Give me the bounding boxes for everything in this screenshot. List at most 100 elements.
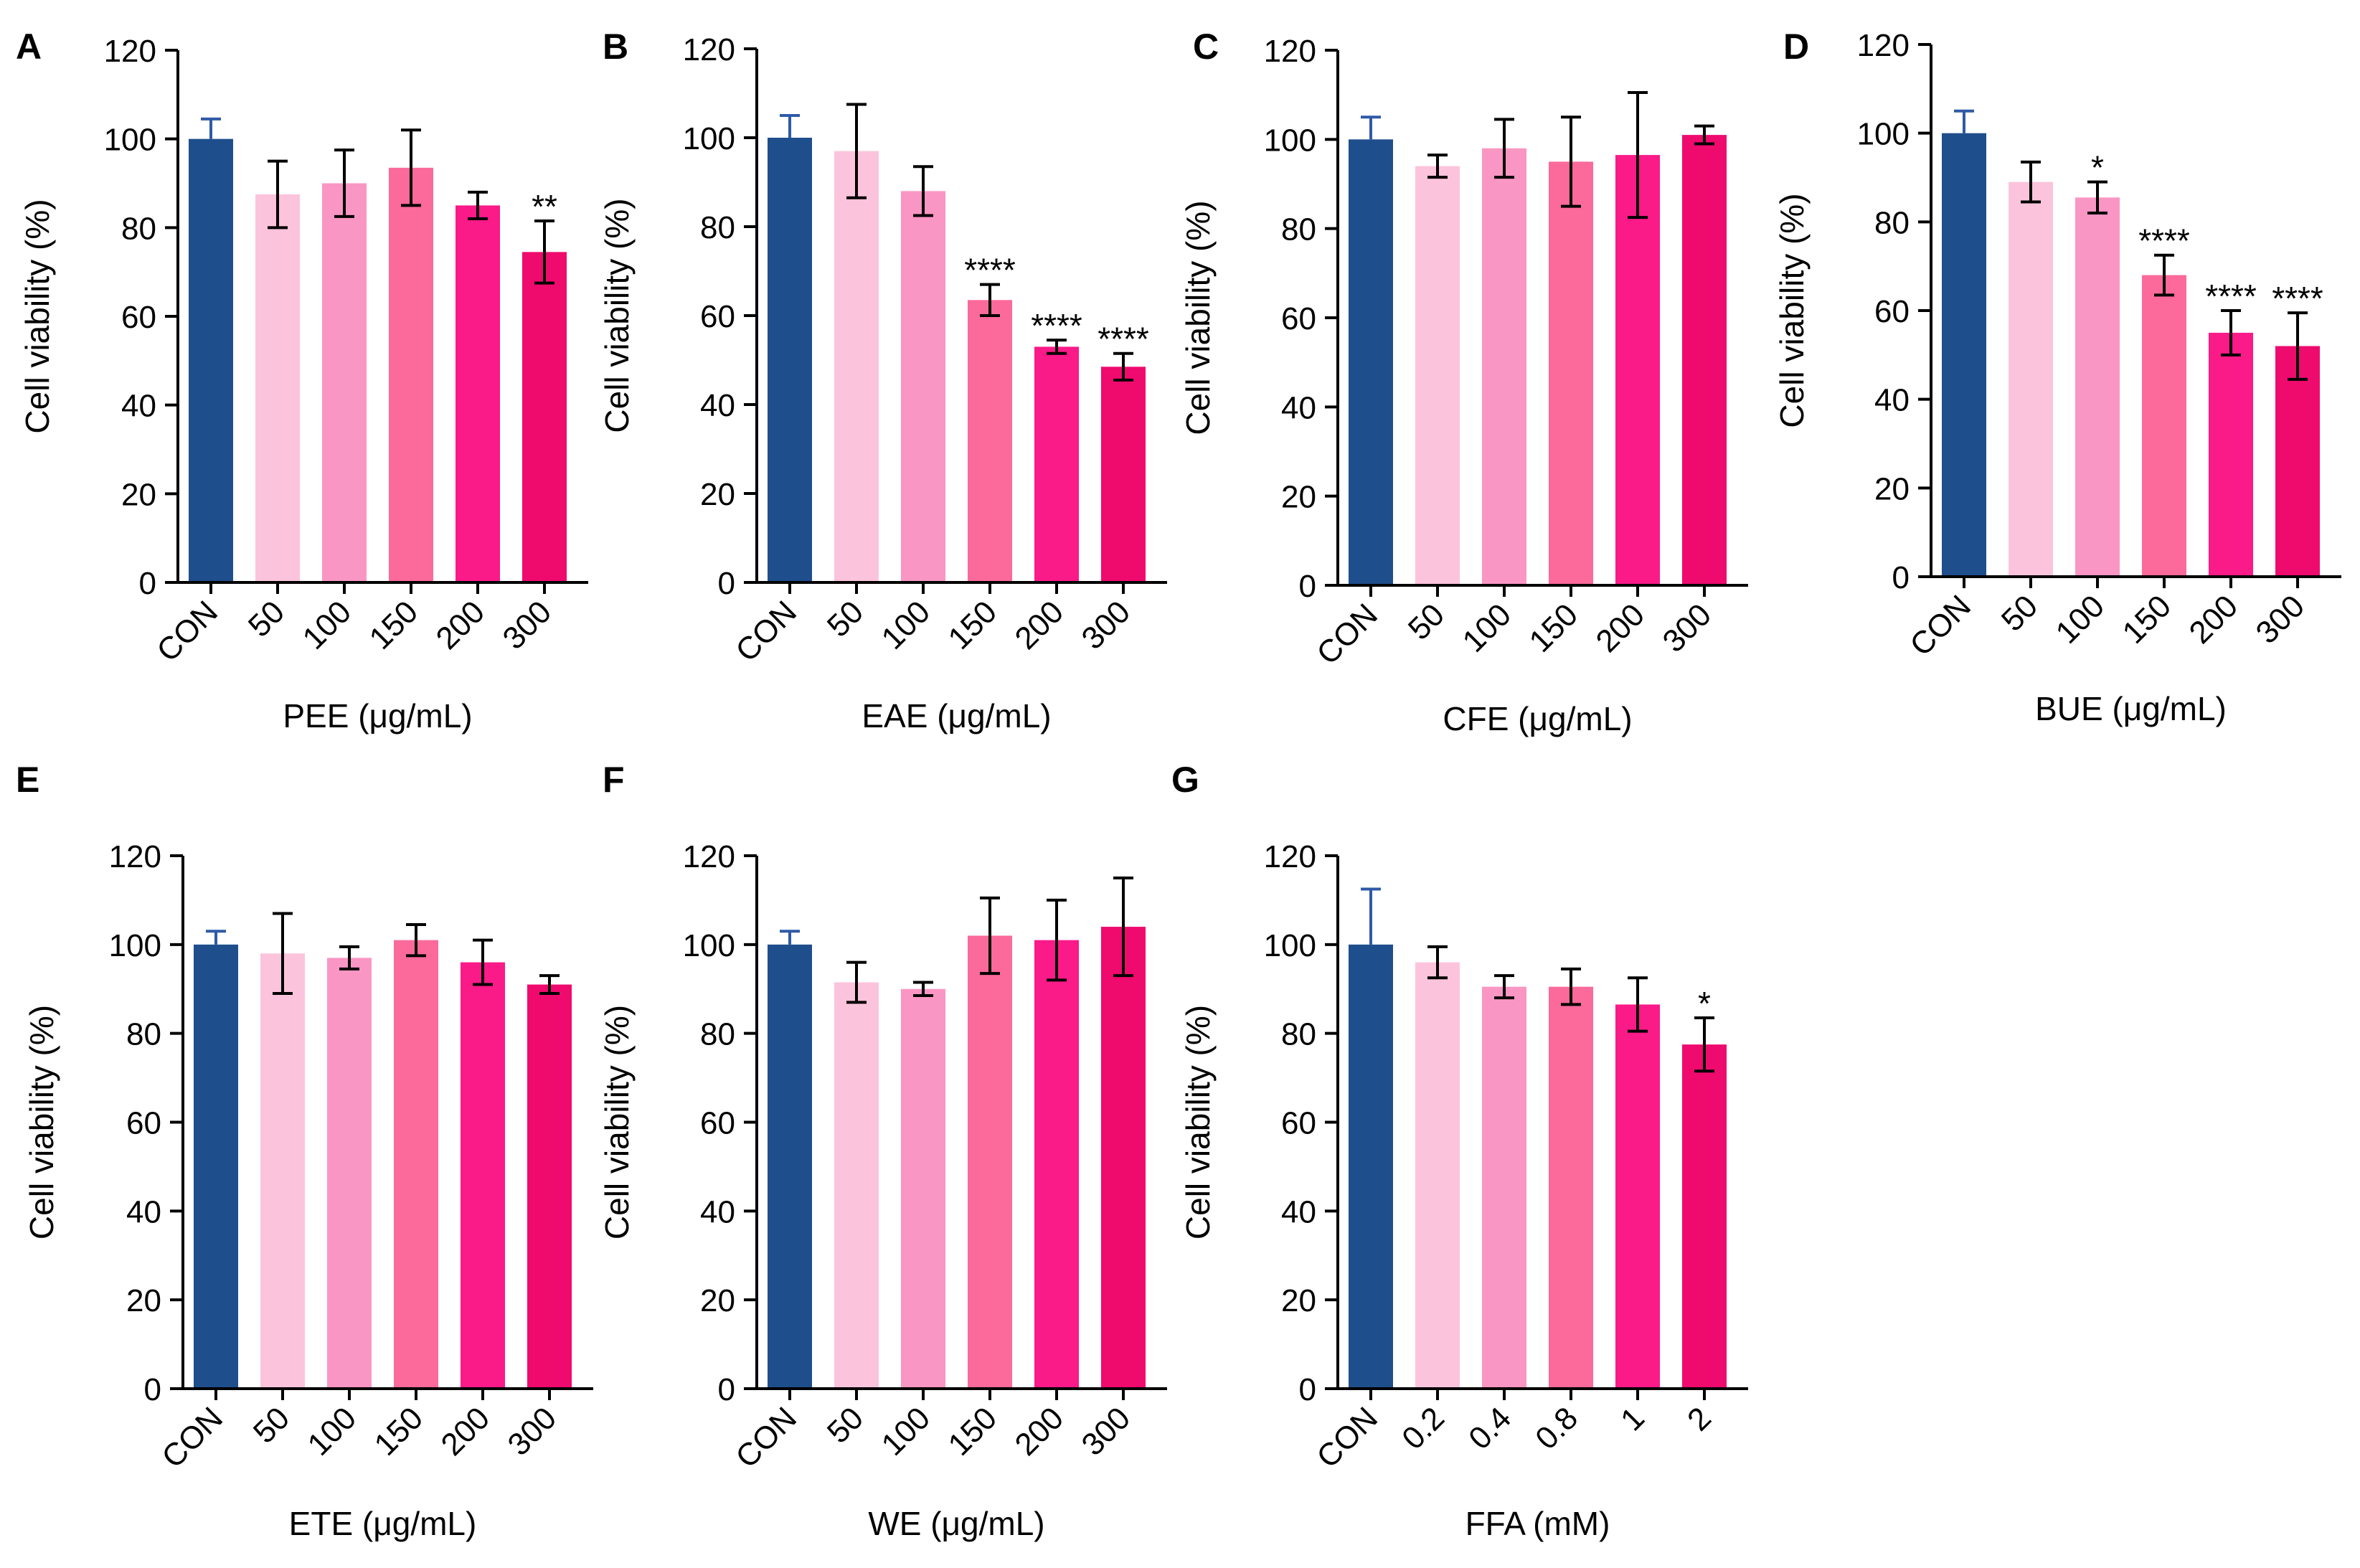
bar xyxy=(255,194,300,582)
y-tick-label: 60 xyxy=(126,1106,161,1141)
bar xyxy=(834,982,879,1389)
bar xyxy=(2209,332,2253,577)
y-axis-label: Cell viability (%) xyxy=(598,198,636,433)
panel-letter: D xyxy=(1783,27,1809,67)
y-tick-label: 60 xyxy=(1874,294,1910,329)
x-tick-label: CON xyxy=(1310,597,1384,671)
y-axis-label: Cell viability (%) xyxy=(1179,200,1217,435)
y-tick-label: 60 xyxy=(121,300,156,335)
y-tick-label: 120 xyxy=(109,839,161,874)
x-tick-label: 150 xyxy=(1523,597,1585,659)
bar xyxy=(527,984,572,1389)
panel-letter: B xyxy=(603,27,628,67)
bar xyxy=(1034,346,1079,582)
x-tick-label: 150 xyxy=(363,594,425,656)
bar xyxy=(389,167,433,582)
x-axis-label: BUE (μg/mL) xyxy=(2035,690,2227,727)
y-tick-label: 20 xyxy=(1874,471,1910,506)
y-axis-label: Cell viability (%) xyxy=(1773,193,1811,428)
y-tick-label: 20 xyxy=(700,477,735,512)
y-tick-label: 100 xyxy=(1264,123,1316,158)
x-tick-label: CON xyxy=(1903,588,1978,663)
x-tick-label: 100 xyxy=(1456,597,1519,659)
significance-label: **** xyxy=(964,252,1016,289)
bar xyxy=(394,940,438,1389)
y-tick-label: 0 xyxy=(718,566,735,601)
bar xyxy=(1349,944,1393,1389)
bar xyxy=(194,944,238,1389)
x-tick-label: 200 xyxy=(1009,1400,1071,1463)
bar xyxy=(1415,962,1460,1389)
bar xyxy=(901,191,945,582)
y-tick-label: 60 xyxy=(700,299,735,334)
y-axis-label: Cell viability (%) xyxy=(1179,1005,1217,1239)
x-tick-label: 100 xyxy=(2049,588,2112,651)
y-axis-label: Cell viability (%) xyxy=(23,1005,60,1239)
x-tick-label: 300 xyxy=(1075,1400,1138,1463)
significance-label: **** xyxy=(2205,278,2257,315)
x-axis-label: ETE (μg/mL) xyxy=(289,1505,477,1542)
x-tick-label: 2 xyxy=(1681,1400,1718,1437)
y-tick-label: 80 xyxy=(126,1017,161,1052)
y-tick-label: 40 xyxy=(1874,383,1910,418)
bar xyxy=(2075,197,2120,577)
x-tick-label: 50 xyxy=(821,1400,870,1450)
y-tick-label: 80 xyxy=(1281,1017,1316,1052)
x-axis-label: WE (μg/mL) xyxy=(868,1505,1044,1542)
x-tick-label: 0.4 xyxy=(1462,1400,1518,1456)
y-tick-label: 20 xyxy=(121,477,156,512)
y-axis-label: Cell viability (%) xyxy=(19,199,56,433)
significance-label: **** xyxy=(1031,307,1082,344)
y-tick-label: 120 xyxy=(1264,839,1316,874)
y-tick-label: 120 xyxy=(1264,34,1316,69)
y-tick-label: 40 xyxy=(121,389,156,424)
y-tick-label: 100 xyxy=(683,928,735,963)
x-tick-label: 0.8 xyxy=(1529,1400,1585,1456)
y-tick-label: 100 xyxy=(1857,117,1910,152)
x-tick-label: 150 xyxy=(942,594,1004,656)
y-tick-label: 80 xyxy=(121,211,156,246)
x-tick-label: CON xyxy=(1310,1400,1384,1475)
y-tick-label: 0 xyxy=(1299,569,1316,604)
bar xyxy=(768,138,812,582)
x-tick-label: CON xyxy=(150,594,225,669)
bar xyxy=(1615,155,1660,585)
bar xyxy=(1682,1044,1727,1389)
bar xyxy=(968,300,1012,582)
y-tick-label: 40 xyxy=(1281,390,1316,425)
bar xyxy=(260,953,305,1389)
x-tick-label: 50 xyxy=(242,594,291,643)
x-tick-label: 300 xyxy=(496,594,559,656)
bar xyxy=(1482,148,1526,585)
bar xyxy=(1034,940,1079,1389)
y-tick-label: 0 xyxy=(1892,560,1910,595)
x-tick-label: 200 xyxy=(435,1400,497,1463)
significance-label: * xyxy=(1698,985,1711,1022)
bar xyxy=(1942,133,1986,577)
y-tick-label: 20 xyxy=(126,1283,161,1318)
y-tick-label: 100 xyxy=(1264,928,1316,963)
x-tick-label: 300 xyxy=(1656,597,1719,659)
y-tick-label: 100 xyxy=(104,123,156,158)
x-tick-label: 0.2 xyxy=(1395,1400,1451,1456)
y-tick-label: 20 xyxy=(1281,1283,1316,1318)
x-tick-label: 200 xyxy=(2183,588,2245,651)
y-tick-label: 20 xyxy=(700,1283,735,1318)
y-tick-label: 40 xyxy=(700,1194,735,1229)
bar xyxy=(2009,181,2053,577)
x-tick-label: 100 xyxy=(875,594,938,656)
x-tick-label: CON xyxy=(729,1400,803,1475)
x-tick-label: 200 xyxy=(1590,597,1652,659)
x-tick-label: 50 xyxy=(1402,597,1451,646)
x-tick-label: 300 xyxy=(501,1400,564,1463)
significance-label: **** xyxy=(2272,280,2323,317)
y-tick-label: 120 xyxy=(683,32,735,67)
y-tick-label: 60 xyxy=(700,1106,735,1141)
bar xyxy=(1482,986,1526,1389)
